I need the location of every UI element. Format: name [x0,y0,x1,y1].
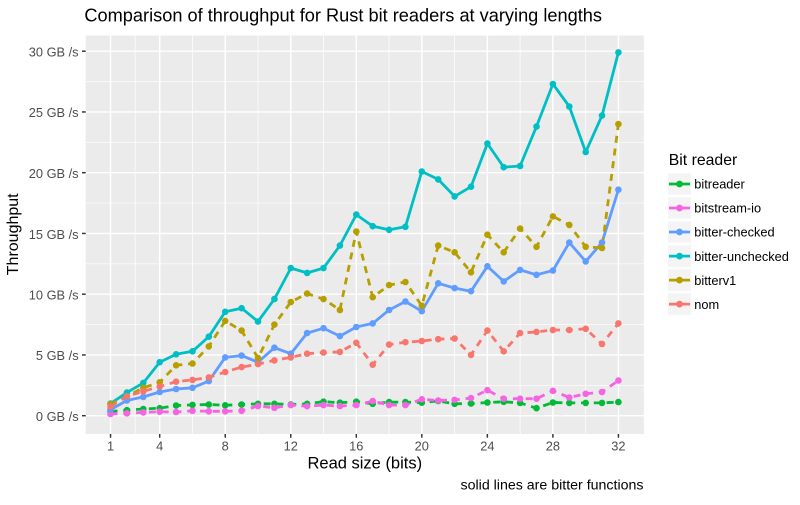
svg-text:5 GB /s: 5 GB /s [36,348,79,363]
svg-text:nom: nom [694,297,719,312]
svg-text:28: 28 [546,439,560,454]
svg-text:Read size (bits): Read size (bits) [307,455,422,473]
svg-text:1: 1 [107,439,114,454]
svg-text:12: 12 [284,439,298,454]
svg-text:32: 32 [611,439,625,454]
svg-text:20 GB /s: 20 GB /s [29,166,79,181]
svg-text:20: 20 [415,439,429,454]
svg-text:15 GB /s: 15 GB /s [29,227,79,242]
svg-text:4: 4 [156,439,163,454]
svg-text:0 GB /s: 0 GB /s [36,409,79,424]
svg-text:bitterv1: bitterv1 [694,273,736,288]
svg-text:30 GB /s: 30 GB /s [29,45,79,60]
svg-text:Throughput: Throughput [5,193,22,275]
svg-text:Bit reader: Bit reader [669,152,738,169]
svg-text:8: 8 [222,439,229,454]
svg-text:solid lines are bitter functio: solid lines are bitter functions [461,478,644,494]
svg-text:bitreader: bitreader [694,177,745,192]
svg-text:25 GB /s: 25 GB /s [29,105,79,120]
svg-text:Comparison of throughput for R: Comparison of throughput for Rust bit re… [84,6,602,26]
svg-text:16: 16 [349,439,363,454]
svg-text:10 GB /s: 10 GB /s [29,288,79,303]
svg-text:bitter-checked: bitter-checked [694,225,774,240]
svg-text:24: 24 [480,439,494,454]
svg-text:bitter-unchecked: bitter-unchecked [694,249,789,264]
svg-text:bitstream-io: bitstream-io [694,201,761,216]
